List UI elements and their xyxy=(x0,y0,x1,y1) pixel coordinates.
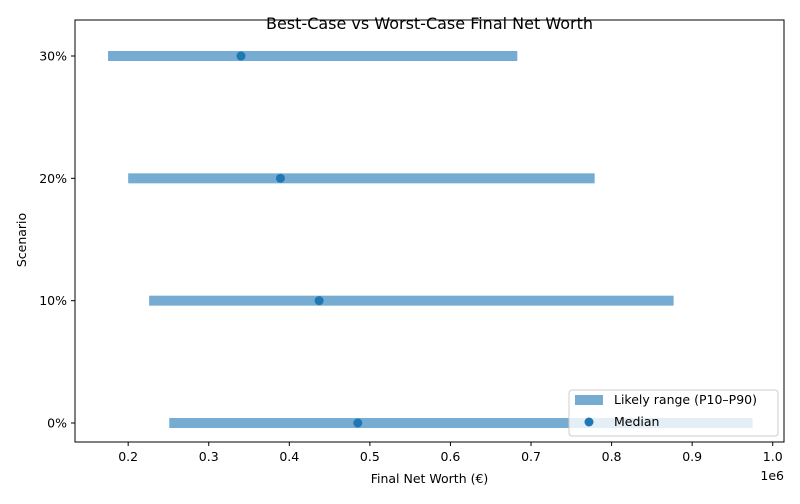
x-tick-label: 0.2 xyxy=(118,449,138,464)
range-bar xyxy=(108,51,518,62)
median-point xyxy=(353,418,363,428)
x-tick-label: 0.4 xyxy=(279,449,299,464)
y-tick-label: 10% xyxy=(39,293,67,308)
legend-range-label: Likely range (P10–P90) xyxy=(614,392,757,407)
x-tick-label: 0.7 xyxy=(521,449,541,464)
range-bar xyxy=(169,418,753,428)
x-tick-label: 0.8 xyxy=(602,449,622,464)
x-axis-label: Final Net Worth (€) xyxy=(371,471,489,486)
median-point xyxy=(275,173,285,183)
y-tick-label: 30% xyxy=(39,49,67,64)
legend-median-marker xyxy=(584,417,594,427)
legend-range-swatch xyxy=(575,395,603,405)
chart-title: Best-Case vs Worst-Case Final Net Worth xyxy=(266,14,593,33)
range-bar xyxy=(149,295,674,306)
median-point xyxy=(314,296,324,306)
x-tick-label: 0.9 xyxy=(682,449,702,464)
x-tick-label: 1.0 xyxy=(763,449,783,464)
y-tick-label: 0% xyxy=(47,416,67,431)
y-axis-label: Scenario xyxy=(14,213,29,267)
x-offset-label: 1e6 xyxy=(760,468,784,483)
plot-frame xyxy=(74,19,785,443)
legend-box xyxy=(568,389,779,437)
x-tick-label: 0.5 xyxy=(360,449,380,464)
median-point xyxy=(236,51,246,61)
x-tick-label: 0.3 xyxy=(199,449,219,464)
legend: Likely range (P10–P90) Median xyxy=(568,389,779,437)
y-tick-label: 20% xyxy=(39,171,67,186)
range-bar xyxy=(128,173,595,184)
legend-median-label: Median xyxy=(614,414,659,429)
x-tick-label: 0.6 xyxy=(441,449,461,464)
